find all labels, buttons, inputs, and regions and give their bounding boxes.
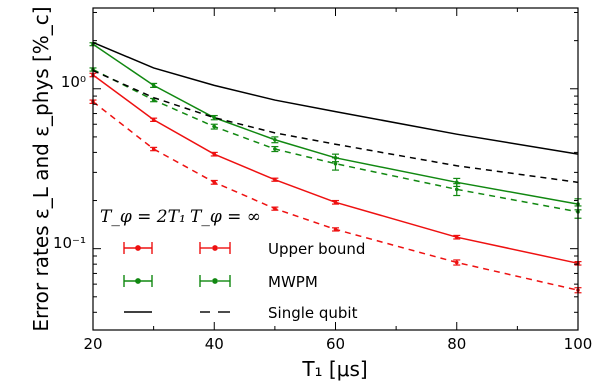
y-tick-label-1e-1: 10⁻¹ <box>53 234 86 252</box>
x-tick-label-100: 100 <box>564 335 593 353</box>
legend-label-single-qubit: Single qubit <box>268 304 358 322</box>
y-axis-title: Error rates ε_L and ε_phys [%_c] <box>29 6 53 331</box>
legend-label-mwpm: MWPM <box>268 273 318 291</box>
x-tick-label-20: 20 <box>83 335 102 353</box>
legend-key-mwpm-dashed <box>199 275 231 287</box>
data-point-upper-bound-solid <box>210 151 218 157</box>
data-point-upper-bound-dashed <box>271 206 279 211</box>
data-point-mwpm-solid <box>210 114 218 121</box>
y-tick-label-1e0: 10⁰ <box>61 73 86 91</box>
legend-header-tphi-2t1: T_φ = 2T₁ <box>100 207 186 227</box>
legend-header-tphi-inf: T_φ = ∞ <box>190 207 261 227</box>
legend-key-upper-solid <box>123 242 153 254</box>
x-tick-label-40: 40 <box>205 335 224 353</box>
data-point-mwpm-dashed <box>271 145 279 153</box>
x-axis-title: T₁ [μs] <box>301 357 367 381</box>
data-point-upper-bound-dashed <box>453 259 461 266</box>
series-line-single-qubit-solid <box>92 41 579 155</box>
series-layer <box>89 41 582 294</box>
data-point-mwpm-dashed <box>332 157 339 171</box>
data-point-mwpm-dashed <box>150 97 158 103</box>
data-point-upper-bound-solid <box>271 177 279 182</box>
data-point-mwpm-solid <box>271 136 279 144</box>
x-tick-label-80: 80 <box>447 335 466 353</box>
data-point-upper-bound-solid <box>453 234 461 240</box>
data-point-mwpm-solid <box>150 82 158 88</box>
plot-frame <box>92 7 579 331</box>
legend-key-mwpm-solid <box>123 275 153 287</box>
data-point-upper-bound-dashed <box>150 146 158 152</box>
x-tick-label-60: 60 <box>326 335 345 353</box>
legend-label-upper-bound: Upper bound <box>268 240 365 258</box>
data-point-mwpm-dashed <box>453 183 461 197</box>
legend-key-upper-dashed <box>199 242 231 254</box>
data-point-mwpm-dashed <box>210 123 218 130</box>
series-line-single-qubit-dashed <box>92 69 579 184</box>
legend: T_φ = 2T₁ T_φ = ∞ Upper bound MWPM <box>100 207 365 322</box>
data-point-upper-bound-dashed <box>210 179 218 185</box>
data-point-upper-bound-solid <box>150 117 158 123</box>
data-point-upper-bound-dashed <box>332 227 339 232</box>
data-point-upper-bound-solid <box>332 199 339 205</box>
